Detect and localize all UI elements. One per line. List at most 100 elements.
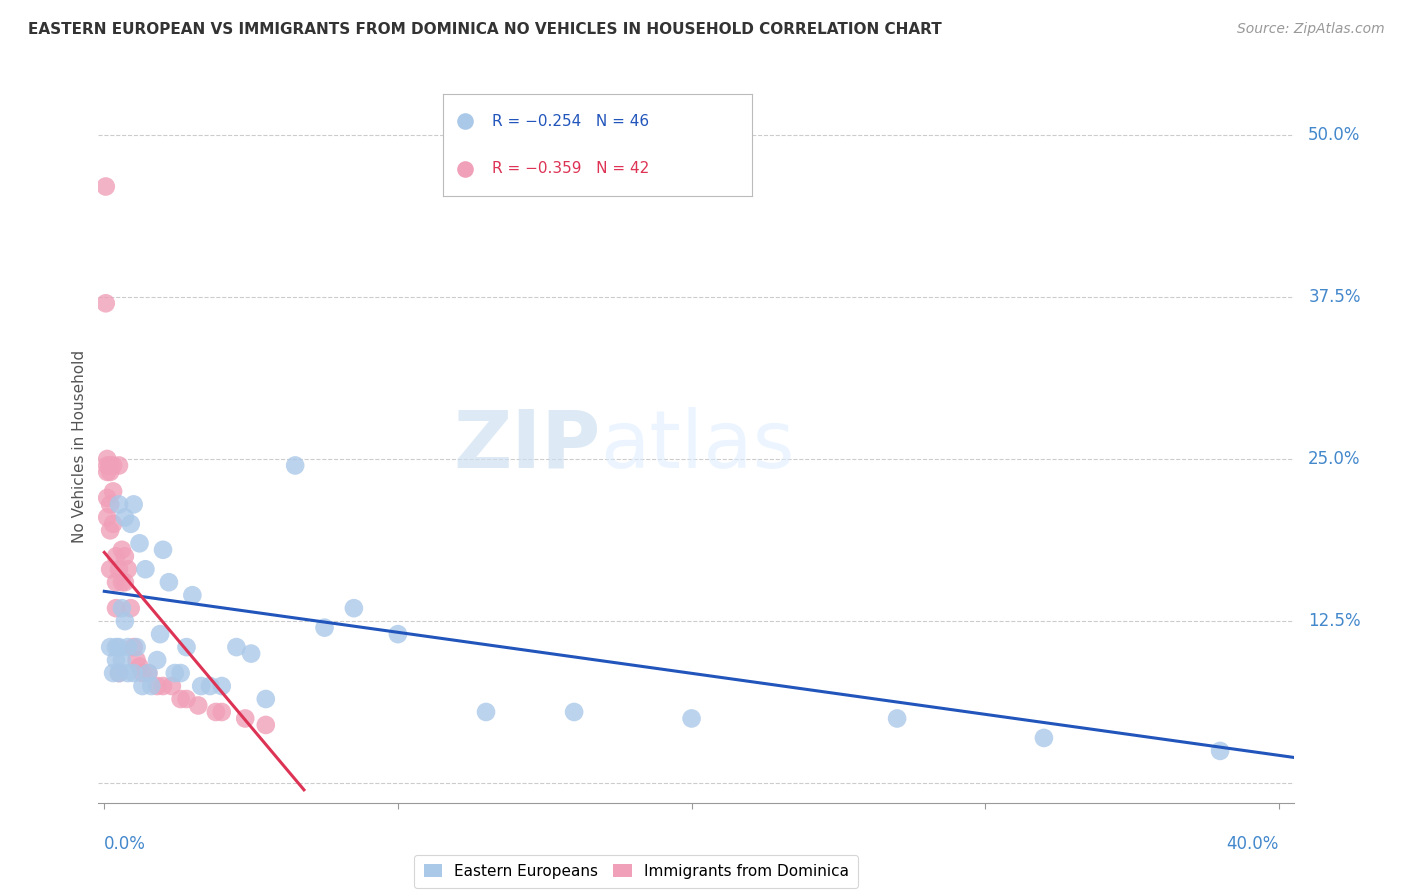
Point (211, 679, 233, 693)
Point (146, 679, 169, 693)
Point (105, 653, 128, 667)
Point (117, 640, 139, 654)
Point (96, 510, 118, 524)
Point (101, 458, 124, 473)
Point (114, 575, 136, 590)
Point (117, 666, 139, 681)
Point (211, 705, 233, 719)
Point (233, 711, 256, 725)
Point (114, 510, 136, 524)
Point (128, 659, 150, 673)
Point (120, 516, 142, 531)
Point (163, 666, 186, 681)
Point (169, 692, 191, 706)
Point (681, 711, 703, 725)
Point (101, 516, 124, 531)
Point (131, 666, 153, 681)
Point (108, 458, 131, 473)
Point (138, 666, 160, 681)
Point (254, 692, 277, 706)
Point (108, 666, 131, 681)
Point (111, 601, 134, 615)
Point (176, 692, 198, 706)
Point (105, 575, 128, 590)
Point (111, 542, 134, 557)
Point (152, 679, 174, 693)
Point (125, 640, 148, 654)
Text: R = −0.254   N = 46: R = −0.254 N = 46 (492, 114, 650, 128)
Text: atlas: atlas (600, 407, 794, 485)
Legend: Eastern Europeans, Immigrants from Dominica: Eastern Europeans, Immigrants from Domin… (415, 855, 858, 888)
Point (108, 640, 131, 654)
Point (94, 179, 117, 194)
Point (205, 705, 228, 719)
Point (105, 640, 128, 654)
Point (111, 575, 134, 590)
Point (176, 640, 198, 654)
Point (122, 497, 145, 511)
Point (101, 666, 124, 681)
Point (157, 575, 180, 590)
Point (475, 705, 498, 719)
Point (152, 542, 174, 557)
Point (101, 484, 124, 499)
Point (108, 497, 131, 511)
Point (108, 666, 131, 681)
Point (111, 653, 134, 667)
Point (128, 536, 150, 550)
Point (131, 679, 153, 693)
Point (117, 562, 139, 576)
Point (125, 653, 148, 667)
Point (122, 640, 145, 654)
Text: 12.5%: 12.5% (1308, 612, 1361, 630)
Point (98, 458, 121, 473)
Point (98, 524, 121, 538)
Point (98, 497, 121, 511)
Text: 40.0%: 40.0% (1226, 835, 1279, 854)
Point (146, 653, 169, 667)
Point (141, 679, 163, 693)
Point (314, 621, 336, 635)
Point (1209, 744, 1232, 758)
Point (114, 549, 136, 564)
Point (254, 718, 277, 732)
Point (114, 614, 136, 628)
Text: 50.0%: 50.0% (1308, 126, 1361, 144)
Text: 37.5%: 37.5% (1308, 288, 1361, 306)
Point (94, 296, 117, 310)
Point (284, 458, 307, 473)
Text: R = −0.359   N = 42: R = −0.359 N = 42 (492, 161, 650, 176)
Point (120, 601, 142, 615)
Point (387, 627, 409, 641)
Y-axis label: No Vehicles in Household: No Vehicles in Household (72, 350, 87, 542)
Point (198, 679, 221, 693)
Point (96, 458, 118, 473)
Point (169, 666, 191, 681)
Text: EASTERN EUROPEAN VS IMMIGRANTS FROM DOMINICA NO VEHICLES IN HOUSEHOLD CORRELATIO: EASTERN EUROPEAN VS IMMIGRANTS FROM DOMI… (28, 22, 942, 37)
Point (225, 640, 247, 654)
Point (96, 465, 118, 479)
Point (187, 698, 209, 713)
Point (181, 588, 204, 602)
Text: Source: ZipAtlas.com: Source: ZipAtlas.com (1237, 22, 1385, 37)
Point (98, 562, 121, 576)
Point (105, 549, 128, 564)
Text: 25.0%: 25.0% (1308, 450, 1361, 468)
Point (108, 562, 131, 576)
Point (98, 465, 121, 479)
Text: ZIP: ZIP (453, 407, 600, 485)
Point (886, 711, 908, 725)
Point (240, 647, 263, 661)
Point (138, 666, 160, 681)
Point (453, 114, 475, 128)
Point (105, 601, 128, 615)
Point (343, 601, 366, 615)
Point (122, 666, 145, 681)
Point (1032, 731, 1054, 745)
Point (96, 491, 118, 505)
Text: 0.0%: 0.0% (104, 835, 146, 854)
Point (190, 679, 212, 693)
Point (562, 705, 585, 719)
Point (149, 627, 172, 641)
Point (96, 452, 118, 467)
